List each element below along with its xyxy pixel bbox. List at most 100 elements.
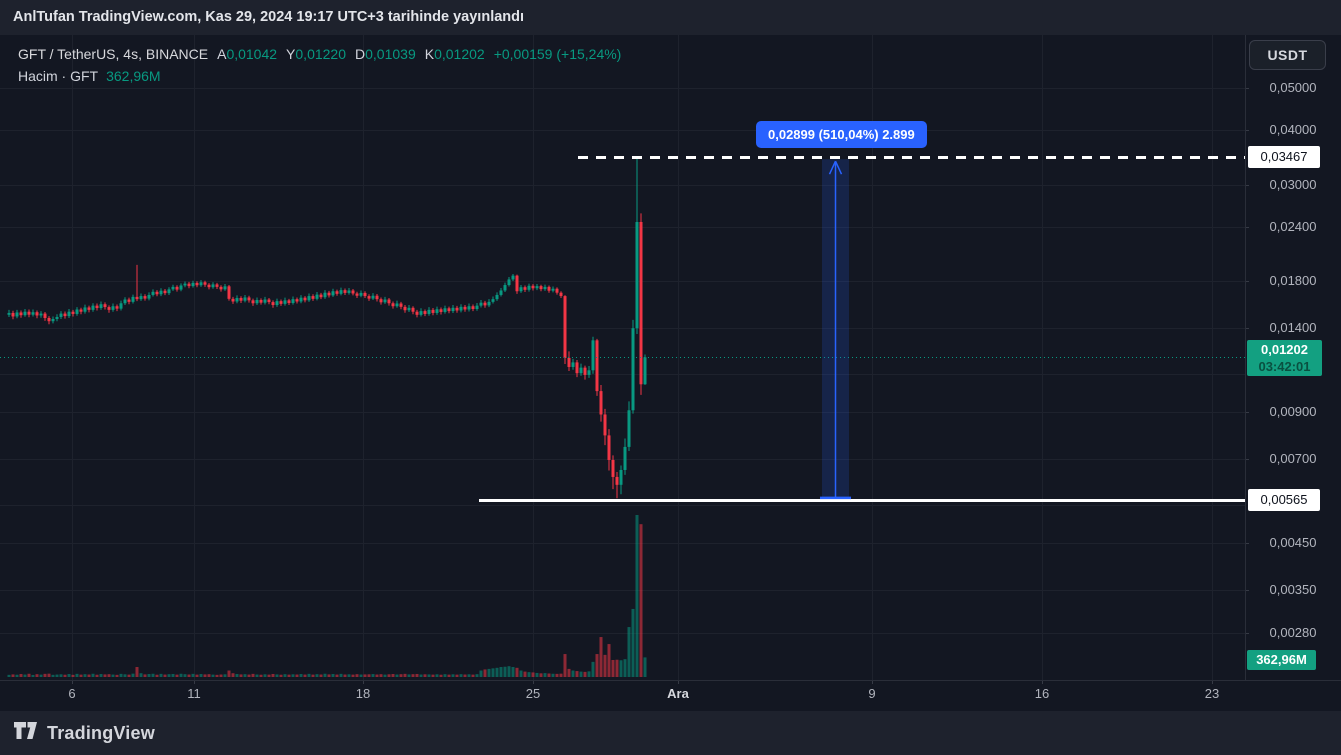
volume-bar	[467, 674, 471, 677]
candle-body	[283, 300, 287, 304]
volume-bar	[475, 674, 479, 677]
volume-bar	[127, 674, 131, 677]
volume-bar	[559, 673, 563, 677]
candle-body	[39, 313, 43, 316]
measure-arrowhead	[828, 160, 837, 175]
volume-bar	[407, 674, 411, 677]
candle-body	[467, 306, 471, 310]
measure-tooltip[interactable]: 0,02899 (510,04%) 2.899	[756, 121, 927, 148]
volume-bar	[367, 674, 371, 677]
volume-bar	[355, 674, 359, 677]
candle-body	[295, 299, 299, 302]
candle-body	[227, 286, 231, 299]
candle-body	[527, 285, 531, 290]
volume-bar	[543, 673, 547, 677]
candle-body	[51, 319, 55, 322]
candle-body	[251, 300, 255, 304]
candle-body	[27, 311, 31, 315]
volume-bar	[547, 673, 551, 677]
volume-bar	[23, 674, 27, 677]
volume-bar	[343, 674, 347, 677]
volume-bar	[75, 673, 79, 677]
volume-bar	[631, 608, 635, 677]
volume-bar	[583, 671, 587, 677]
candle-body	[143, 296, 147, 299]
volume-bar	[359, 674, 363, 677]
candle-body	[311, 296, 315, 299]
tradingview-logo-icon[interactable]	[13, 721, 39, 741]
candle-body	[403, 306, 407, 311]
candle-body	[223, 286, 227, 290]
candle-body	[79, 309, 83, 312]
candle-body	[603, 414, 607, 436]
volume-bar	[43, 673, 47, 677]
price-axis[interactable]: 0,05000 0,04000 0,03000 0,02400 0,01800 0,014…	[1245, 35, 1341, 680]
candle-body	[459, 306, 463, 311]
volume-indicator-label[interactable]: Hacim · GFT	[18, 68, 99, 84]
candle-body	[555, 288, 559, 293]
candle-body	[359, 292, 363, 296]
candle-body	[379, 299, 383, 303]
candle-body	[103, 304, 107, 308]
candle-body	[363, 292, 367, 297]
volume-bar	[635, 515, 639, 677]
currency-toggle-button[interactable]: USDT	[1249, 40, 1326, 70]
candle-body	[371, 295, 375, 299]
volume-bar	[391, 674, 395, 677]
candle-body	[259, 299, 263, 303]
time-axis[interactable]: 6 11 18 25 Ara 9 16 23	[0, 680, 1341, 710]
candle-body	[463, 306, 467, 310]
candle-body	[343, 290, 347, 293]
candle-body	[299, 297, 303, 302]
candle-body	[171, 286, 175, 290]
candle-body	[91, 305, 95, 310]
volume-bar	[595, 654, 599, 677]
candle-body	[155, 291, 159, 295]
candle-body	[619, 469, 623, 485]
volume-bar	[7, 674, 11, 677]
volume-bar	[191, 673, 195, 677]
volume-bar	[235, 674, 239, 677]
candle-body	[595, 340, 599, 392]
volume-bar	[147, 674, 151, 677]
volume-bar	[587, 671, 591, 677]
volume-bar	[627, 627, 631, 677]
high-label: Y	[286, 46, 296, 62]
volume-bar	[427, 674, 431, 677]
candle-body	[607, 435, 611, 460]
volume-bar	[603, 654, 607, 677]
last-price-tag: 0,01202 03:42:01	[1247, 340, 1322, 377]
measure-band[interactable]	[822, 159, 849, 498]
candle-body	[43, 313, 47, 318]
volume-bar	[591, 661, 595, 677]
symbol-title[interactable]: GFT / TetherUS, 4s, BINANCE	[18, 46, 209, 62]
candle-body	[255, 299, 259, 304]
volume-bar	[35, 674, 39, 677]
candle-body	[579, 367, 583, 374]
candle-body	[219, 286, 223, 290]
candle-body	[347, 290, 351, 293]
candle-body	[63, 313, 67, 317]
volume-bar	[151, 673, 155, 677]
time-axis-label: 23	[1204, 686, 1220, 701]
tradingview-brand-text[interactable]: TradingView	[47, 723, 155, 743]
volume-bar	[15, 674, 19, 677]
volume-bar	[71, 674, 75, 677]
volume-bar	[291, 674, 295, 677]
volume-bar	[307, 673, 311, 677]
candle-body	[147, 294, 151, 299]
volume-bar	[67, 674, 71, 677]
volume-bar	[267, 674, 271, 677]
volume-bar	[19, 674, 23, 677]
open-value: 0,01042	[226, 46, 278, 62]
volume-bar	[527, 672, 531, 677]
candle-body	[591, 340, 595, 371]
candle-body	[231, 298, 235, 302]
candle-body	[635, 221, 639, 329]
legend-symbol-row[interactable]: GFT / TetherUS, 4s, BINANCE A0,01042 Y0,01…	[18, 44, 621, 64]
candle-body	[235, 298, 239, 302]
volume-bar	[387, 674, 391, 677]
legend-volume-row[interactable]: Hacim · GFT 362,96M	[18, 66, 621, 86]
